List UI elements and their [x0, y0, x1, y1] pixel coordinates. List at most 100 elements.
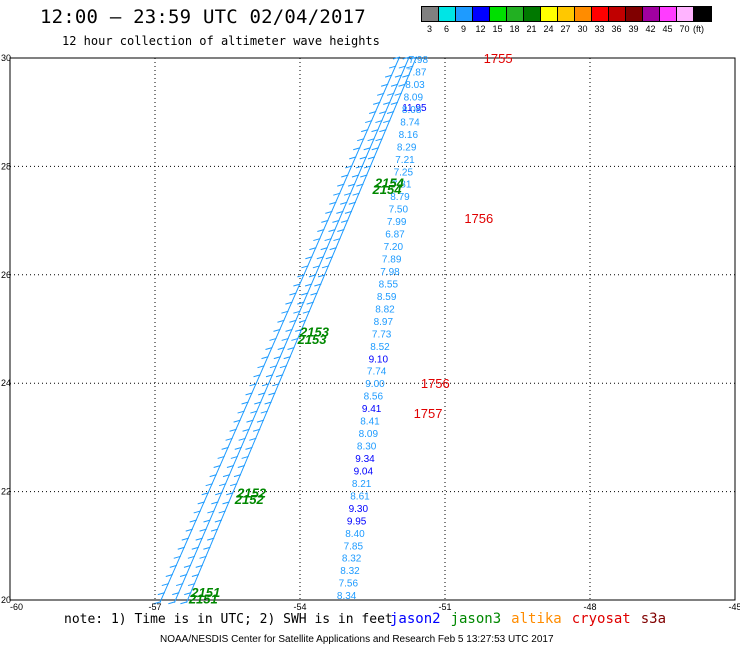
color-swatch: [456, 7, 473, 21]
track-hatch: [191, 546, 199, 550]
track-hatch: [349, 156, 357, 160]
track-hatch: [369, 110, 377, 114]
track-hatch: [197, 501, 205, 505]
track-hatch: [210, 528, 219, 532]
track-hatch: [191, 573, 200, 577]
track-hatch: [261, 383, 270, 387]
track-hatch: [181, 537, 189, 541]
track-hatch: [314, 283, 322, 287]
track-hatch: [305, 256, 313, 260]
track-hatch: [365, 120, 373, 124]
track-hatch: [172, 592, 180, 596]
pass-time-label: 2151: [190, 585, 220, 600]
track-hatch: [237, 465, 245, 469]
track-hatch: [176, 583, 184, 587]
swh-value: 8.03: [405, 80, 425, 91]
track-hatch: [157, 592, 165, 596]
track-hatch: [199, 555, 207, 559]
swh-value: 8.41: [360, 417, 380, 428]
track-hatch: [195, 537, 203, 541]
swh-value: 11.95: [402, 103, 427, 114]
swh-value: 7.89: [382, 255, 402, 266]
swh-value: 7.98: [409, 55, 429, 66]
chart-title: 12:00 – 23:59 UTC 02/04/2017: [40, 6, 366, 28]
pass-time-label: 2154: [374, 176, 405, 191]
track-hatch: [229, 428, 237, 432]
color-scale-label: 6: [443, 24, 449, 34]
swh-value: 8.82: [375, 304, 395, 315]
track-hatch: [241, 401, 249, 405]
track-hatch: [353, 147, 361, 151]
track-hatch: [321, 219, 329, 223]
swh-value: 7.85: [344, 541, 364, 552]
track-hatch: [329, 201, 337, 205]
track-hatch: [304, 283, 313, 287]
satellite-track: [173, 57, 410, 603]
track-hatch: [297, 301, 305, 305]
track-hatch: [340, 219, 349, 223]
track-hatch: [373, 101, 381, 105]
pass-time-label: 1756: [421, 376, 450, 391]
swh-value: 8.74: [400, 117, 420, 128]
lon-tick-label: -48: [583, 602, 596, 612]
track-hatch: [289, 319, 297, 323]
track-hatch: [277, 319, 285, 323]
track-hatch: [221, 446, 229, 450]
track-hatch: [161, 583, 169, 587]
color-scale-label: 27: [560, 24, 571, 34]
swh-value: 7.73: [372, 329, 392, 340]
track-hatch: [361, 129, 369, 133]
track-hatch: [257, 365, 265, 369]
color-scale-label: 42: [645, 24, 656, 34]
track-hatch: [390, 101, 399, 105]
track-hatch: [195, 564, 203, 568]
swh-value: 8.59: [377, 292, 397, 303]
pass-time-label: 2153: [297, 332, 328, 347]
color-scale-label: 24: [543, 24, 554, 34]
track-hatch: [367, 138, 375, 142]
track-hatch: [218, 483, 227, 487]
track-hatch: [245, 446, 253, 450]
track-hatch: [398, 83, 406, 87]
satellite-track: [159, 57, 400, 603]
track-hatch: [180, 601, 188, 605]
track-hatch: [306, 301, 314, 305]
track-hatch: [352, 192, 360, 196]
track-hatch: [187, 555, 196, 559]
track-hatch: [293, 310, 301, 314]
lat-tick-label: 26: [1, 270, 11, 280]
track-hatch: [283, 356, 291, 360]
track-hatch: [225, 437, 233, 441]
track-hatch: [203, 519, 211, 523]
lat-tick-label: 30: [1, 53, 11, 63]
color-scale-label: 70: [679, 24, 690, 34]
pass-time-label: 1756: [464, 211, 493, 226]
track-hatch: [351, 174, 360, 178]
track-hatch: [384, 74, 393, 78]
track-hatch: [336, 210, 344, 214]
track-hatch: [185, 528, 193, 532]
color-scale-label: 9: [460, 24, 466, 34]
satellite-tracks: [153, 56, 418, 605]
track-hatch: [230, 483, 238, 487]
track-hatch: [383, 120, 391, 124]
track-hatch: [340, 201, 348, 205]
track-hatch: [205, 483, 213, 487]
track-hatch: [256, 419, 265, 423]
track-hatch: [325, 210, 333, 214]
track-hatch: [402, 56, 410, 60]
track-hatch: [388, 65, 397, 69]
track-hatch: [222, 474, 231, 478]
track-hatch: [222, 501, 230, 505]
track-hatch: [329, 247, 337, 251]
pass-time-label: 2152: [236, 486, 267, 501]
swh-value: 8.40: [345, 529, 365, 540]
track-hatch: [233, 419, 241, 423]
swh-value: 9.10: [369, 354, 389, 365]
track-hatch: [308, 274, 317, 278]
swh-value: 7.50: [389, 205, 409, 216]
track-hatch: [357, 138, 365, 142]
track-hatch: [289, 292, 297, 296]
track-hatch: [285, 301, 293, 305]
